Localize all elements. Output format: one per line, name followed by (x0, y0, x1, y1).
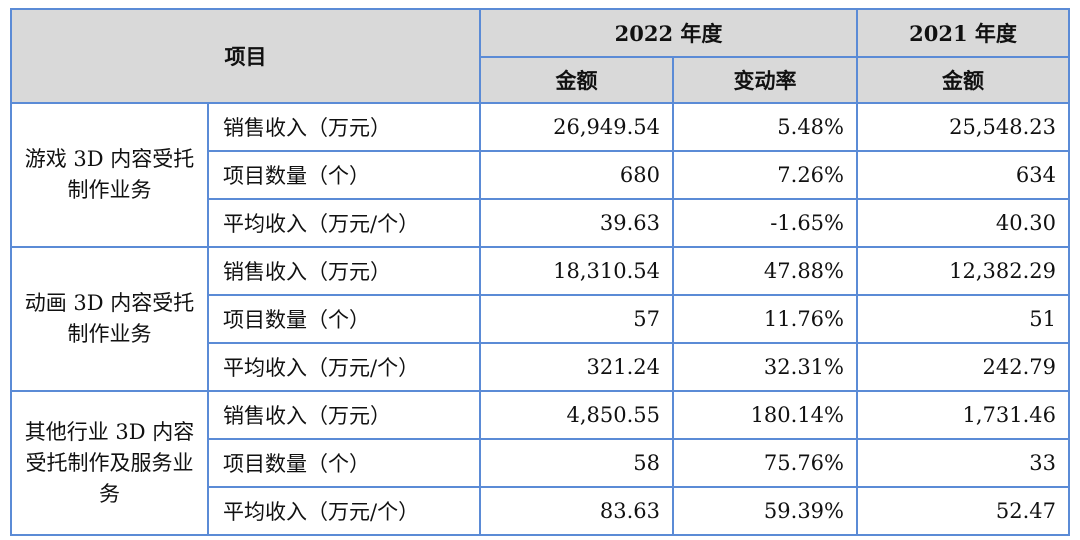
category-cell: 其他行业 3D 内容受托制作及服务业务 (10, 390, 209, 536)
metric-cell: 销售收入（万元） (207, 102, 481, 152)
header-row-columns: 金额 变动率 金额 (11, 56, 1070, 104)
table-row: 平均收入（万元/个） 83.63 59.39% 52.47 (11, 486, 1070, 536)
metric-cell: 平均收入（万元/个） (207, 198, 481, 248)
table-row: 项目数量（个） 680 7.26% 634 (11, 150, 1070, 200)
change-rate-cell: 75.76% (672, 438, 858, 488)
header-amount-2022: 金额 (479, 56, 674, 104)
change-rate-cell: 180.14% (672, 390, 858, 440)
metric-cell: 销售收入（万元） (207, 390, 481, 440)
table-row: 项目数量（个） 57 11.76% 51 (11, 294, 1070, 344)
amount-2021-cell: 634 (856, 150, 1070, 200)
business-data-table: 项目 2022 年度 2021 年度 金额 变动率 金额 游戏 3D 内容受托制… (10, 8, 1070, 536)
amount-2022-cell: 321.24 (479, 342, 674, 392)
metric-cell: 项目数量（个） (207, 150, 481, 200)
amount-2022-cell: 39.63 (479, 198, 674, 248)
header-period-2022: 2022 年度 (479, 8, 858, 58)
table-row: 游戏 3D 内容受托制作业务 销售收入（万元） 26,949.54 5.48% … (10, 102, 1070, 248)
change-rate-cell: 59.39% (672, 486, 858, 536)
header-change-rate: 变动率 (672, 56, 858, 104)
amount-2021-cell: 33 (856, 438, 1070, 488)
change-rate-cell: -1.65% (672, 198, 858, 248)
table-row: 平均收入（万元/个） 39.63 -1.65% 40.30 (11, 198, 1070, 248)
metric-cell: 项目数量（个） (207, 294, 481, 344)
metric-cell: 销售收入（万元） (207, 246, 481, 296)
amount-2021-cell: 12,382.29 (856, 246, 1070, 296)
amount-2022-cell: 26,949.54 (479, 102, 674, 152)
header-amount-2021: 金额 (856, 56, 1070, 104)
amount-2021-cell: 40.30 (856, 198, 1070, 248)
amount-2022-cell: 18,310.54 (479, 246, 674, 296)
table-row: 其他行业 3D 内容受托制作及服务业务 销售收入（万元） 4,850.55 18… (10, 390, 1070, 536)
change-rate-cell: 47.88% (672, 246, 858, 296)
category-cell: 游戏 3D 内容受托制作业务 (10, 102, 209, 248)
change-rate-cell: 32.31% (672, 342, 858, 392)
header-item: 项目 (10, 8, 481, 104)
metric-cell: 平均收入（万元/个） (207, 342, 481, 392)
amount-2022-cell: 4,850.55 (479, 390, 674, 440)
change-rate-cell: 5.48% (672, 102, 858, 152)
table-row: 动画 3D 内容受托制作业务 销售收入（万元） 18,310.54 47.88%… (10, 246, 1070, 392)
header-period-2021: 2021 年度 (856, 8, 1070, 58)
amount-2021-cell: 1,731.46 (856, 390, 1070, 440)
metric-cell: 平均收入（万元/个） (207, 486, 481, 536)
data-table-container: 项目 2022 年度 2021 年度 金额 变动率 金额 游戏 3D 内容受托制… (10, 8, 1070, 536)
metric-cell: 项目数量（个） (207, 438, 481, 488)
change-rate-cell: 11.76% (672, 294, 858, 344)
amount-2021-cell: 242.79 (856, 342, 1070, 392)
table-row: 平均收入（万元/个） 321.24 32.31% 242.79 (11, 342, 1070, 392)
amount-2021-cell: 25,548.23 (856, 102, 1070, 152)
amount-2022-cell: 680 (479, 150, 674, 200)
amount-2021-cell: 51 (856, 294, 1070, 344)
amount-2022-cell: 58 (479, 438, 674, 488)
change-rate-cell: 7.26% (672, 150, 858, 200)
amount-2022-cell: 57 (479, 294, 674, 344)
header-row-period: 项目 2022 年度 2021 年度 (10, 8, 1070, 104)
table-row: 项目数量（个） 58 75.76% 33 (11, 438, 1070, 488)
amount-2022-cell: 83.63 (479, 486, 674, 536)
category-cell: 动画 3D 内容受托制作业务 (10, 246, 209, 392)
amount-2021-cell: 52.47 (856, 486, 1070, 536)
